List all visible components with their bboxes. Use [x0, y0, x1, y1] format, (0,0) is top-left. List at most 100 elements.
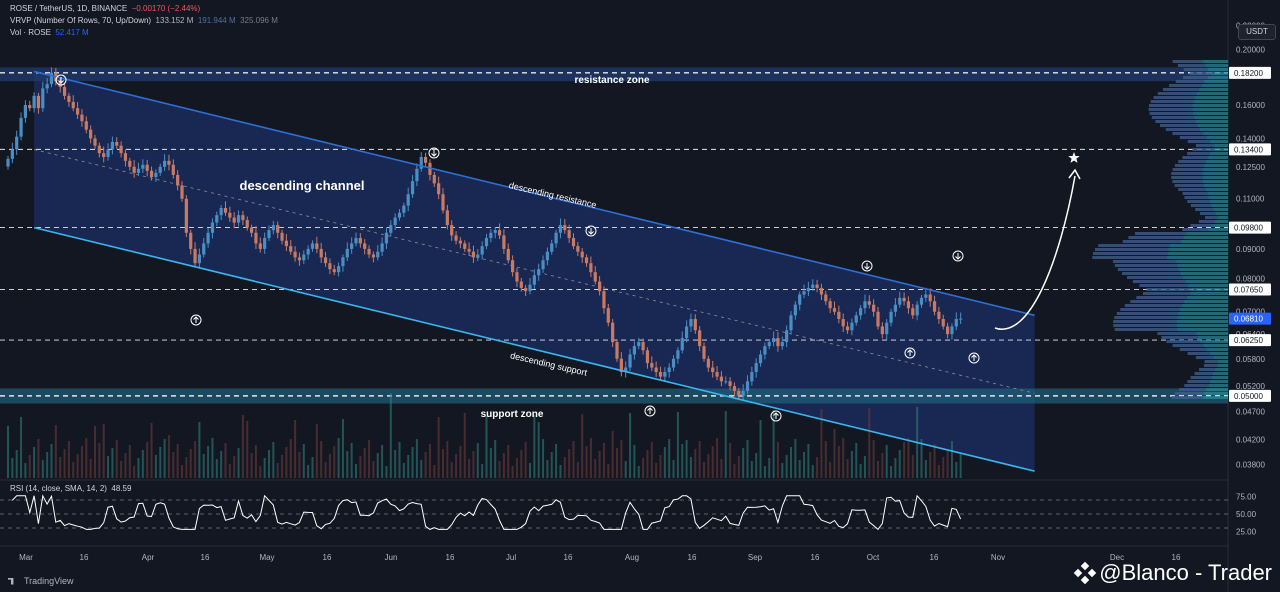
candle-body — [119, 145, 123, 154]
volume-bar — [737, 456, 740, 478]
candle-body — [515, 272, 519, 282]
volume-bar — [341, 419, 344, 478]
volume-bar — [189, 449, 192, 478]
volume-bar — [424, 452, 427, 478]
volume-profile-bar — [1217, 360, 1228, 363]
volume-bar — [128, 445, 131, 478]
volume-bar — [76, 454, 79, 478]
arrow-glyph — [193, 316, 199, 323]
candle-body — [480, 246, 484, 255]
volume-profile-bar — [1166, 340, 1201, 343]
volume-profile-bar — [1203, 344, 1228, 347]
candle-body — [497, 230, 502, 236]
volume-bar — [246, 421, 249, 478]
vrvp-value-3: 325.096 M — [240, 16, 278, 25]
volume-bar — [263, 458, 266, 478]
candle-body — [932, 301, 937, 312]
time-tick-label: Oct — [867, 553, 880, 562]
volume-profile-bar — [1198, 336, 1228, 339]
volume-bar — [463, 413, 466, 478]
volume-profile-bar — [1197, 124, 1228, 127]
candle-body — [354, 238, 358, 244]
volume-bar — [868, 408, 871, 478]
volume-profile-bar — [1114, 264, 1178, 267]
volume-bar — [137, 458, 140, 478]
price-tag-box — [1229, 389, 1271, 402]
candle-body — [598, 281, 602, 292]
target-star-icon — [1068, 152, 1080, 163]
candle-body — [302, 254, 306, 261]
candle-body — [310, 243, 315, 249]
volume-bar — [485, 416, 488, 478]
volume-bar — [489, 448, 492, 478]
candle-body — [493, 230, 497, 233]
volume-profile-bar — [1098, 244, 1170, 247]
candle-body — [62, 86, 67, 96]
volume-profile-bar — [1198, 88, 1228, 91]
volume-profile-bar — [1195, 120, 1228, 123]
candle-body — [84, 121, 88, 130]
volume-bar — [141, 450, 144, 478]
time-tick-label: Apr — [142, 553, 155, 562]
volume-bar — [237, 448, 240, 478]
volume-bar — [685, 440, 688, 478]
volume-profile-bar — [1194, 96, 1228, 99]
candle-body — [289, 246, 293, 252]
volume-profile-bar — [1176, 324, 1228, 327]
volume-profile-bar — [1199, 212, 1216, 215]
volume-bar — [955, 462, 958, 478]
currency-button[interactable]: USDT — [1238, 24, 1276, 40]
resistance-zone-band — [0, 67, 1228, 82]
volume-bar — [703, 462, 705, 478]
volume-profile-bar — [1202, 396, 1228, 399]
volume-label: Vol · ROSE — [10, 28, 51, 37]
volume-bar — [772, 410, 775, 478]
volume-bar — [959, 454, 962, 478]
volume-profile-bar — [1212, 372, 1228, 375]
candle-body — [106, 149, 110, 157]
volume-bar — [398, 442, 401, 478]
candle-body — [737, 390, 741, 396]
arrow-ring — [428, 147, 440, 159]
volume-bar — [415, 439, 418, 478]
time-tick-label: Aug — [625, 553, 639, 562]
candle-body — [258, 243, 262, 249]
time-tick-label: Dec — [1110, 553, 1124, 562]
candle-body — [619, 358, 623, 373]
volume-profile-bar — [1196, 332, 1228, 335]
price-tick-label: 0.14000 — [1236, 134, 1265, 143]
volume-profile-bar — [1193, 100, 1228, 103]
volume-profile-bar — [1211, 376, 1228, 379]
legend-rsi-row[interactable]: RSI (14, close, SMA, 14, 2) 48.59 — [10, 484, 131, 493]
volume-bar — [502, 453, 505, 478]
rsi-value: 48.59 — [111, 484, 132, 493]
volume-profile-bar — [1213, 144, 1228, 147]
arrow-glyph — [431, 150, 437, 157]
candle-body — [241, 215, 245, 221]
time-tick-label: 16 — [201, 553, 210, 562]
tradingview-logo[interactable]: TradingView — [8, 576, 74, 586]
legend-volume-row[interactable]: Vol · ROSE 52.417 M — [10, 28, 89, 37]
volume-bar — [59, 457, 62, 478]
volume-bar — [529, 463, 531, 478]
volume-bar — [428, 444, 431, 478]
legend-vrvp-row[interactable]: VRVP (Number Of Rows, 70, Up/Down) 133.1… — [10, 16, 278, 25]
volume-bar — [755, 453, 758, 478]
volume-profile-bar — [1178, 388, 1206, 391]
time-tick-label: May — [259, 553, 274, 562]
volume-profile-bar — [1204, 216, 1218, 219]
candle-body — [389, 225, 393, 233]
candle-body — [837, 311, 841, 319]
volume-profile-bar — [1122, 240, 1181, 243]
time-tick-label: 16 — [811, 553, 820, 562]
candle-body — [176, 174, 180, 186]
candle-body — [393, 217, 397, 226]
volume-bar — [94, 426, 96, 478]
volume-bar — [742, 448, 745, 478]
volume-profile-bar — [1195, 208, 1214, 211]
volume-bar — [942, 457, 945, 478]
volume-profile-bar — [1204, 164, 1228, 167]
volume-profile-bar — [1160, 124, 1198, 127]
volume-bar — [20, 417, 23, 478]
